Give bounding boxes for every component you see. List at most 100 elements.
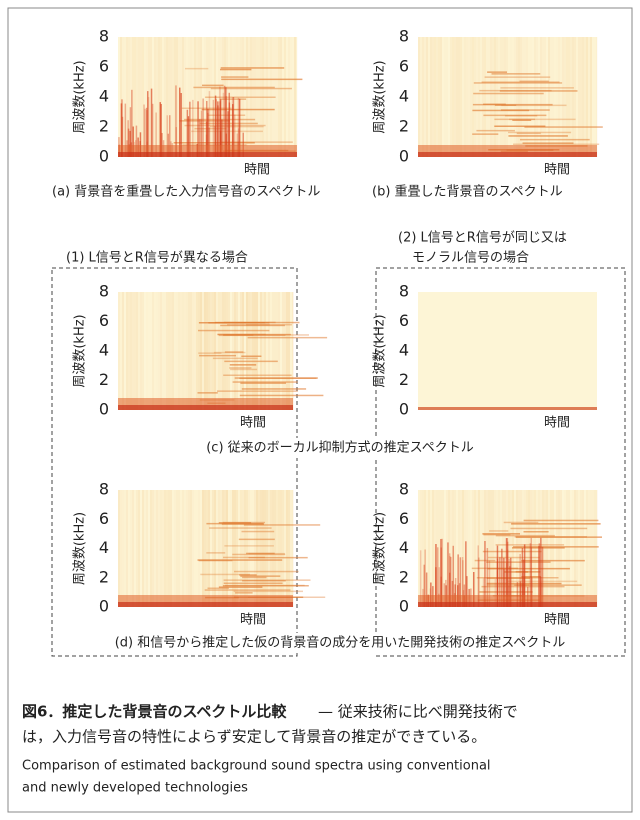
streak	[140, 292, 142, 410]
harmonic	[482, 81, 560, 83]
streak	[118, 490, 120, 607]
streak	[184, 292, 186, 410]
harmonic	[193, 87, 274, 89]
y-axis-label: 周波数(kHz)	[373, 60, 388, 133]
harmonic	[220, 325, 285, 327]
harmonic	[230, 369, 257, 371]
harmonic	[240, 395, 324, 397]
harmonic	[225, 585, 305, 587]
harmonic	[511, 523, 600, 525]
spectrogram	[118, 37, 302, 157]
streak	[242, 292, 244, 410]
y-tick-label: 6	[99, 509, 109, 528]
streak	[164, 490, 166, 607]
streak	[458, 37, 460, 157]
streak	[152, 292, 154, 410]
streak	[176, 292, 178, 410]
y-axis-label: 周波数(kHz)	[373, 512, 388, 585]
streak	[248, 292, 250, 410]
streak	[268, 292, 270, 410]
harmonic	[524, 531, 549, 533]
spectrogram	[418, 292, 597, 410]
harmonic	[224, 361, 277, 363]
streak	[252, 292, 254, 410]
case-2-label: モノラル信号の場合	[412, 251, 529, 266]
streak	[274, 292, 276, 410]
low-band	[118, 602, 293, 607]
harmonic	[248, 337, 328, 339]
case-1-label: (1) L信号とR信号が異なる場合	[66, 251, 248, 266]
streak	[224, 292, 226, 410]
streak	[514, 37, 516, 157]
x-axis-label: 時間	[244, 163, 270, 178]
streak	[270, 292, 272, 410]
low-band	[118, 152, 297, 157]
harmonic	[239, 539, 275, 541]
harmonic	[472, 110, 529, 112]
y-tick-label: 2	[99, 370, 109, 389]
streak	[574, 490, 576, 607]
y-tick-label: 2	[99, 567, 109, 586]
streak	[474, 37, 476, 157]
streak	[450, 37, 452, 157]
harmonic	[483, 551, 542, 553]
streak	[288, 37, 290, 157]
harmonic	[520, 139, 590, 141]
streak	[490, 490, 492, 607]
streak	[190, 292, 192, 410]
caption-a: (a) 背景音を重畳した入力信号音のスペクトル	[52, 184, 320, 200]
harmonic	[221, 79, 302, 81]
y-tick-label: 2	[399, 370, 409, 389]
streak	[130, 490, 132, 607]
streak	[590, 37, 592, 157]
streak	[166, 292, 168, 410]
streak	[240, 292, 242, 410]
streak	[488, 37, 490, 157]
streak	[422, 37, 424, 157]
streak	[174, 490, 176, 607]
y-tick-label: 0	[99, 597, 109, 616]
streak	[184, 490, 186, 607]
streak	[468, 37, 470, 157]
y-tick-label: 4	[399, 87, 409, 106]
streak	[148, 292, 150, 410]
streak	[456, 37, 458, 157]
streak	[178, 292, 180, 410]
streak	[594, 37, 596, 157]
streak	[482, 37, 484, 157]
streak	[118, 292, 120, 410]
streak	[444, 37, 446, 157]
streak	[492, 490, 494, 607]
streak	[138, 292, 140, 410]
harmonic	[242, 580, 286, 582]
y-tick-label: 0	[399, 597, 409, 616]
streak	[188, 490, 190, 607]
streak	[134, 490, 136, 607]
streak	[452, 37, 454, 157]
harmonic	[242, 388, 306, 390]
harmonic	[232, 554, 285, 556]
harmonic	[500, 90, 578, 92]
harmonic	[242, 531, 275, 533]
y-tick-label: 4	[99, 341, 109, 360]
low-band	[118, 405, 293, 410]
harmonic	[209, 527, 272, 529]
streak	[154, 292, 156, 410]
streak	[182, 292, 184, 410]
streak	[586, 490, 588, 607]
harmonic	[515, 536, 587, 538]
x-axis-label: 時間	[544, 163, 570, 178]
streak	[276, 292, 278, 410]
harmonic	[234, 571, 299, 573]
y-tick-label: 6	[399, 311, 409, 330]
streak	[172, 490, 174, 607]
streak	[592, 37, 594, 157]
harmonic	[513, 144, 599, 146]
streak	[120, 292, 122, 410]
low-band	[418, 407, 597, 410]
y-tick-label: 4	[399, 341, 409, 360]
figure-caption: は，入力信号音の特性によらず安定して背景音の推定ができている。	[22, 728, 486, 746]
streak	[162, 490, 164, 607]
spectrogram	[118, 292, 327, 410]
streak	[280, 37, 282, 157]
